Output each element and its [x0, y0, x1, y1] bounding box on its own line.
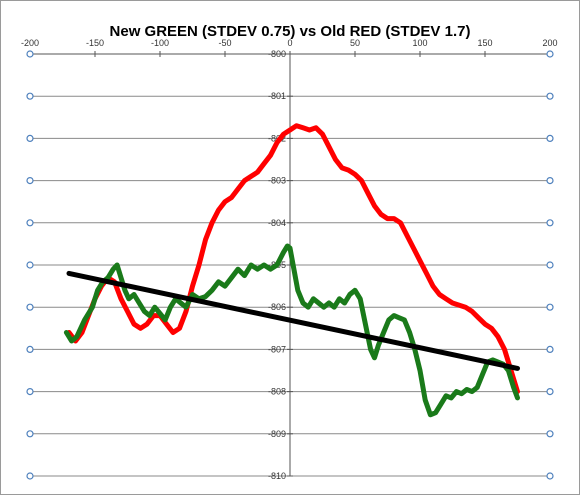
series-line: [66, 270, 520, 371]
series-lines: [63, 123, 520, 418]
resize-handle-right[interactable]: [546, 219, 554, 227]
resize-handle-right[interactable]: [546, 430, 554, 438]
resize-handle-right[interactable]: [546, 345, 554, 353]
series-line: [66, 123, 520, 395]
resize-handle-right[interactable]: [546, 134, 554, 142]
x-tick-label: 0: [287, 38, 292, 48]
y-tick-label: -806: [268, 302, 286, 312]
series-line: [63, 243, 520, 418]
tick-labels: -200 -150 -100 -50 0 50 100 150 200 -800 -801 -802 -…: [21, 38, 558, 481]
resize-handle-right[interactable]: [546, 388, 554, 396]
y-tick-label: -804: [268, 218, 286, 228]
resize-handle-left[interactable]: [26, 177, 34, 185]
resize-handle-right[interactable]: [546, 50, 554, 58]
x-tick-label: -50: [218, 38, 231, 48]
x-tick-label: 50: [350, 38, 360, 48]
resize-handle-left[interactable]: [26, 134, 34, 142]
x-tick-label: -100: [151, 38, 169, 48]
resize-handle-left[interactable]: [26, 50, 34, 58]
resize-handle-left[interactable]: [26, 219, 34, 227]
y-tick-label: -803: [268, 176, 286, 186]
resize-handle-left[interactable]: [26, 430, 34, 438]
resize-handle-left[interactable]: [26, 92, 34, 100]
resize-handle-left[interactable]: [26, 345, 34, 353]
resize-handle-left[interactable]: [26, 261, 34, 269]
x-tick-label: -200: [21, 38, 39, 48]
y-tick-label: -807: [268, 344, 286, 354]
y-tick-label: -810: [268, 471, 286, 481]
resize-handle-right[interactable]: [546, 177, 554, 185]
resize-handle-left[interactable]: [26, 388, 34, 396]
resize-handles[interactable]: [26, 50, 554, 480]
x-tick-label: 150: [477, 38, 492, 48]
y-tick-label: -800: [268, 49, 286, 59]
resize-handle-right[interactable]: [546, 472, 554, 480]
resize-handle-left[interactable]: [26, 472, 34, 480]
x-tick-label: 200: [542, 38, 557, 48]
y-tick-label: -802: [268, 133, 286, 143]
y-tick-label: -809: [268, 429, 286, 439]
chart-title: New GREEN (STDEV 0.75) vs Old RED (STDEV…: [110, 23, 471, 40]
resize-handle-right[interactable]: [546, 92, 554, 100]
resize-handle-right[interactable]: [546, 261, 554, 269]
axes: [29, 51, 551, 477]
resize-handle-left[interactable]: [26, 303, 34, 311]
y-tick-label: -808: [268, 387, 286, 397]
x-tick-label: 100: [412, 38, 427, 48]
resize-handle-right[interactable]: [546, 303, 554, 311]
x-tick-label: -150: [86, 38, 104, 48]
y-tick-label: -801: [268, 91, 286, 101]
